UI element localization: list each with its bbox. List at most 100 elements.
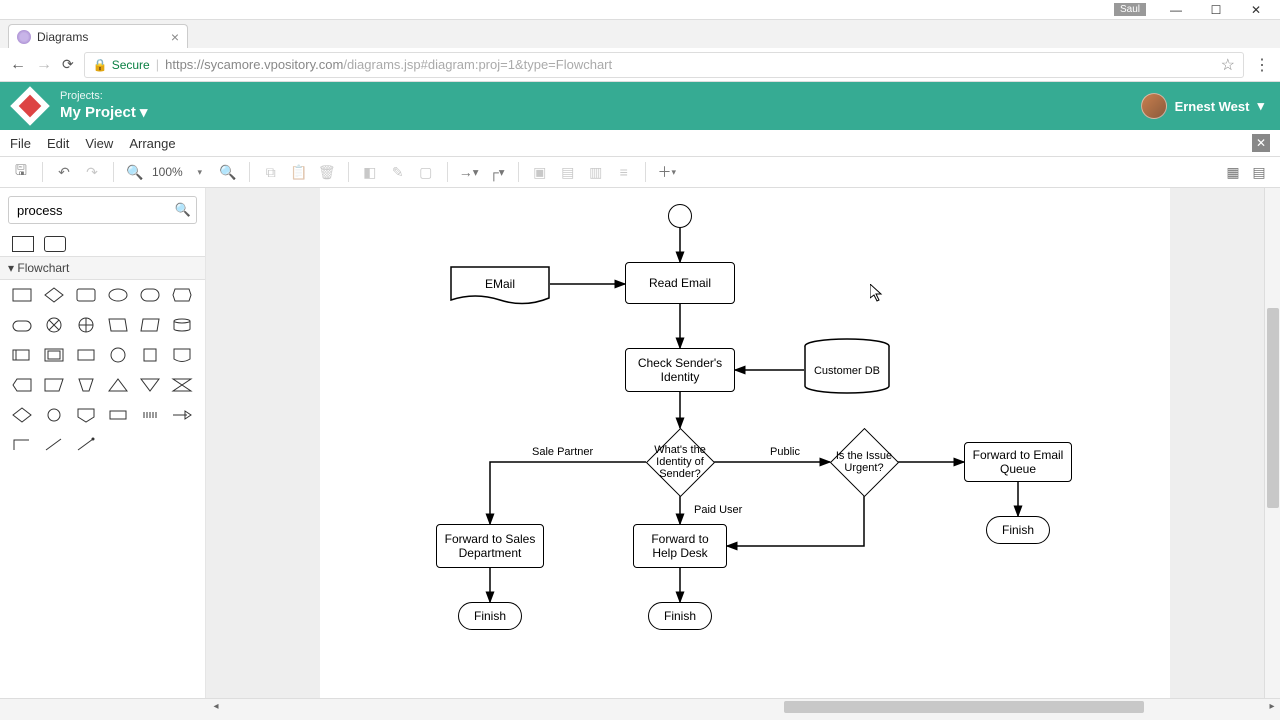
palette-shape-27[interactable] (106, 406, 130, 424)
node-fwdsales[interactable]: Forward to Sales Department (436, 524, 544, 568)
project-name-dropdown[interactable]: My Project▾ (60, 104, 147, 122)
horizontal-scroll-thumb[interactable] (784, 701, 1144, 713)
palette-shape-12[interactable] (10, 346, 34, 364)
copy-icon[interactable]: ⧉ (260, 161, 282, 183)
palette-shape-16[interactable] (138, 346, 162, 364)
node-start[interactable] (668, 204, 692, 228)
node-finish1[interactable]: Finish (458, 602, 522, 630)
nav-forward-icon[interactable]: → (36, 56, 52, 74)
node-finish3[interactable]: Finish (986, 516, 1050, 544)
palette-shape-15[interactable] (106, 346, 130, 364)
paste-icon[interactable]: 📋 (288, 161, 310, 183)
palette-shape-22[interactable] (138, 376, 162, 394)
palette-shape-11[interactable] (170, 316, 194, 334)
menu-view[interactable]: View (85, 136, 113, 151)
os-maximize-button[interactable]: ☐ (1196, 0, 1236, 20)
palette-shape-20[interactable] (74, 376, 98, 394)
palette-shape-14[interactable] (74, 346, 98, 364)
palette-shape-1[interactable] (42, 286, 66, 304)
delete-icon[interactable]: 🗑 (316, 161, 338, 183)
menu-file[interactable]: File (10, 136, 31, 151)
shape-result-rect[interactable] (12, 236, 34, 252)
palette-shape-26[interactable] (74, 406, 98, 424)
zoom-out-icon[interactable]: 🔍 (124, 161, 146, 183)
stroke-icon[interactable]: ✎ (387, 161, 409, 183)
user-menu[interactable]: Ernest West ▾ (1141, 93, 1264, 119)
group-icon[interactable]: ▥ (585, 161, 607, 183)
zoom-in-icon[interactable]: 🔍 (217, 161, 239, 183)
hscroll-right-icon[interactable]: ▸ (1264, 701, 1280, 712)
add-icon[interactable]: ＋▾ (656, 161, 678, 183)
redo-icon[interactable]: ↷ (81, 161, 103, 183)
outline-panel-icon[interactable]: ▤ (1248, 161, 1270, 183)
canvas-viewport[interactable]: EMail Read Email Check Sender's Identity Cu… (220, 188, 1264, 698)
node-check[interactable]: Check Sender's Identity (625, 348, 735, 392)
browser-tab-active[interactable]: Diagrams × (8, 24, 188, 48)
palette-shape-6[interactable] (10, 316, 34, 334)
palette-shape-0[interactable] (10, 286, 34, 304)
palette-shape-31[interactable] (42, 436, 66, 454)
fill-icon[interactable]: ◧ (359, 161, 381, 183)
palette-shape-8[interactable] (74, 316, 98, 334)
os-close-button[interactable]: ✕ (1236, 0, 1276, 20)
shadow-icon[interactable]: ▢ (415, 161, 437, 183)
canvas-page[interactable]: EMail Read Email Check Sender's Identity Cu… (320, 188, 1170, 698)
zoom-level[interactable]: 100% (152, 165, 183, 179)
palette-shape-18[interactable] (10, 376, 34, 394)
palette-shape-21[interactable] (106, 376, 130, 394)
palette-shape-13[interactable] (42, 346, 66, 364)
os-minimize-button[interactable]: — (1156, 0, 1196, 20)
palette-shape-4[interactable] (138, 286, 162, 304)
url-box[interactable]: 🔒 Secure | https://sycamore.vpository.co… (84, 52, 1244, 78)
bookmark-star-icon[interactable]: ☆ (1221, 55, 1235, 75)
zoom-dropdown-icon[interactable]: ▾ (189, 161, 211, 183)
hscroll-left-icon[interactable]: ◂ (208, 701, 224, 712)
node-identity[interactable]: What's the Identity of Sender? (646, 428, 714, 496)
palette-shape-24[interactable] (10, 406, 34, 424)
browser-menu-icon[interactable]: ⋮ (1254, 55, 1270, 75)
shape-search-input[interactable] (8, 196, 197, 224)
node-fwdhelp[interactable]: Forward to Help Desk (633, 524, 727, 568)
nav-back-icon[interactable]: ← (10, 56, 26, 74)
to-back-icon[interactable]: ▤ (557, 161, 579, 183)
palette-shape-2[interactable] (74, 286, 98, 304)
arrow-style-icon[interactable]: →▾ (458, 161, 480, 183)
edge-label: Public (770, 446, 800, 458)
node-fwdemail[interactable]: Forward to Email Queue (964, 442, 1072, 482)
palette-shape-25[interactable] (42, 406, 66, 424)
palette-shape-19[interactable] (42, 376, 66, 394)
node-finish2[interactable]: Finish (648, 602, 712, 630)
node-read[interactable]: Read Email (625, 262, 735, 304)
connector-style-icon[interactable]: ┌▾ (486, 161, 508, 183)
palette-section-header[interactable]: ▾ Flowchart (0, 256, 205, 280)
align-icon[interactable]: ≡ (613, 161, 635, 183)
tab-close-icon[interactable]: × (171, 29, 179, 45)
horizontal-scrollbar[interactable]: ◂ ▸ (0, 698, 1280, 714)
close-diagram-button[interactable]: ✕ (1252, 134, 1270, 152)
vertical-scroll-thumb[interactable] (1267, 308, 1279, 508)
palette-shape-9[interactable] (106, 316, 130, 334)
palette-shape-7[interactable] (42, 316, 66, 334)
node-urgent[interactable]: Is the Issue Urgent? (830, 428, 898, 496)
undo-icon[interactable]: ↶ (53, 161, 75, 183)
shape-result-rounded[interactable] (44, 236, 66, 252)
palette-shape-28[interactable] (138, 406, 162, 424)
format-panel-icon[interactable]: ▦ (1222, 161, 1244, 183)
palette-shape-10[interactable] (138, 316, 162, 334)
search-icon[interactable]: 🔍 (175, 202, 191, 218)
palette-shape-23[interactable] (170, 376, 194, 394)
save-icon[interactable]: 🖫 (10, 161, 32, 183)
menu-edit[interactable]: Edit (47, 136, 69, 151)
menu-arrange[interactable]: Arrange (129, 136, 175, 151)
palette-shape-3[interactable] (106, 286, 130, 304)
palette-shape-17[interactable] (170, 346, 194, 364)
vertical-scrollbar[interactable] (1264, 188, 1280, 698)
palette-shape-32[interactable] (74, 436, 98, 454)
palette-shape-30[interactable] (10, 436, 34, 454)
palette-shape-5[interactable] (170, 286, 194, 304)
node-email[interactable]: EMail (450, 266, 550, 313)
palette-shape-29[interactable] (170, 406, 194, 424)
nav-reload-icon[interactable]: ⟳ (62, 56, 74, 73)
node-custdb[interactable]: Customer DB (804, 338, 890, 397)
to-front-icon[interactable]: ▣ (529, 161, 551, 183)
